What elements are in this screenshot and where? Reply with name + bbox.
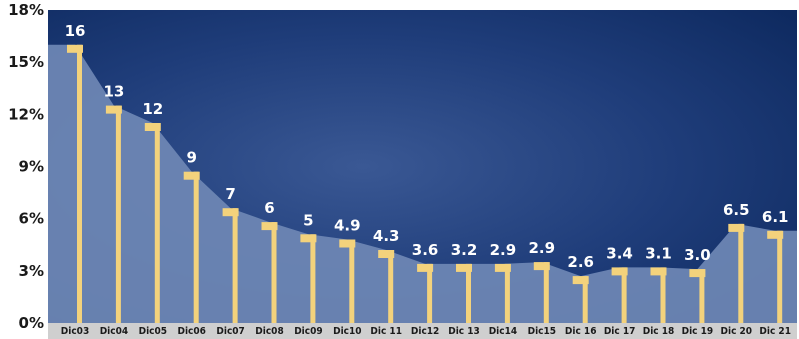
bar-Dic14 bbox=[494, 263, 511, 323]
x-tick-label: Dic03 bbox=[61, 326, 89, 337]
data-label: 13 bbox=[103, 83, 124, 101]
x-tick-label: Dic 13 bbox=[448, 326, 480, 337]
x-tick-label: Dic 19 bbox=[682, 326, 714, 337]
y-tick-label: 6% bbox=[19, 210, 44, 228]
x-tick-label: Dic10 bbox=[333, 326, 361, 337]
x-tick-label: Dic07 bbox=[216, 326, 244, 337]
x-tick-label: Dic09 bbox=[294, 326, 322, 337]
x-tick-label: Dic04 bbox=[100, 326, 128, 337]
x-tick-label: Dic05 bbox=[139, 326, 167, 337]
bar-Dic 21 bbox=[767, 230, 784, 323]
data-label: 3.1 bbox=[645, 244, 672, 262]
bar-Dic 19 bbox=[689, 269, 706, 323]
bar-Dic06 bbox=[183, 171, 200, 323]
data-label: 4.3 bbox=[373, 227, 400, 245]
bar-Dic12 bbox=[417, 263, 434, 323]
bar-Dic04 bbox=[105, 105, 122, 323]
data-label: 6 bbox=[264, 199, 274, 217]
y-tick-label: 0% bbox=[19, 314, 44, 332]
bar-Dic15 bbox=[533, 262, 550, 323]
x-tick-label: Dic15 bbox=[528, 326, 556, 337]
bar-Dic 16 bbox=[572, 276, 589, 323]
data-label: 4.9 bbox=[334, 217, 361, 235]
y-tick-label: 15% bbox=[8, 53, 44, 71]
data-label: 3.4 bbox=[606, 244, 633, 262]
x-tick-label: Dic 18 bbox=[643, 326, 675, 337]
bar-Dic 18 bbox=[650, 267, 667, 323]
bar-Dic07 bbox=[222, 208, 239, 323]
x-tick-label: Dic 20 bbox=[721, 326, 753, 337]
bar-Dic 20 bbox=[728, 223, 745, 323]
data-label: 5 bbox=[303, 211, 313, 229]
data-label: 6.1 bbox=[762, 208, 789, 226]
bar-Dic 13 bbox=[456, 263, 472, 323]
bar-Dic05 bbox=[144, 123, 161, 323]
y-tick-label: 18% bbox=[8, 1, 44, 19]
data-label: 7 bbox=[225, 185, 235, 203]
bar-Dic 17 bbox=[611, 267, 628, 323]
bar-Dic09 bbox=[300, 234, 317, 323]
data-label: 9 bbox=[186, 149, 196, 167]
x-tick-label: Dic 11 bbox=[370, 326, 402, 337]
data-label: 2.6 bbox=[567, 253, 594, 271]
data-label: 3.6 bbox=[412, 241, 439, 259]
data-label: 6.5 bbox=[723, 201, 750, 219]
bar-Dic10 bbox=[339, 239, 356, 323]
data-label: 2.9 bbox=[490, 241, 517, 259]
data-label: 12 bbox=[142, 100, 163, 118]
bar-Dic08 bbox=[261, 222, 278, 323]
x-tick-label: Dic06 bbox=[177, 326, 205, 337]
bar-Dic 11 bbox=[378, 250, 395, 323]
data-label: 2.9 bbox=[529, 239, 556, 257]
data-label: 3.0 bbox=[684, 246, 711, 264]
bar-Dic03 bbox=[67, 44, 83, 324]
x-axis-band bbox=[48, 323, 797, 339]
y-tick-label: 9% bbox=[19, 158, 44, 176]
x-tick-label: Dic08 bbox=[255, 326, 283, 337]
y-tick-label: 3% bbox=[19, 262, 44, 280]
x-tick-label: Dic 16 bbox=[565, 326, 597, 337]
x-tick-label: Dic 17 bbox=[604, 326, 636, 337]
y-tick-label: 12% bbox=[8, 105, 44, 123]
x-tick-label: Dic12 bbox=[411, 326, 439, 337]
data-label: 3.2 bbox=[451, 241, 478, 259]
x-tick-label: Dic14 bbox=[489, 326, 517, 337]
data-label: 16 bbox=[65, 22, 86, 40]
x-tick-label: Dic 21 bbox=[759, 326, 791, 337]
